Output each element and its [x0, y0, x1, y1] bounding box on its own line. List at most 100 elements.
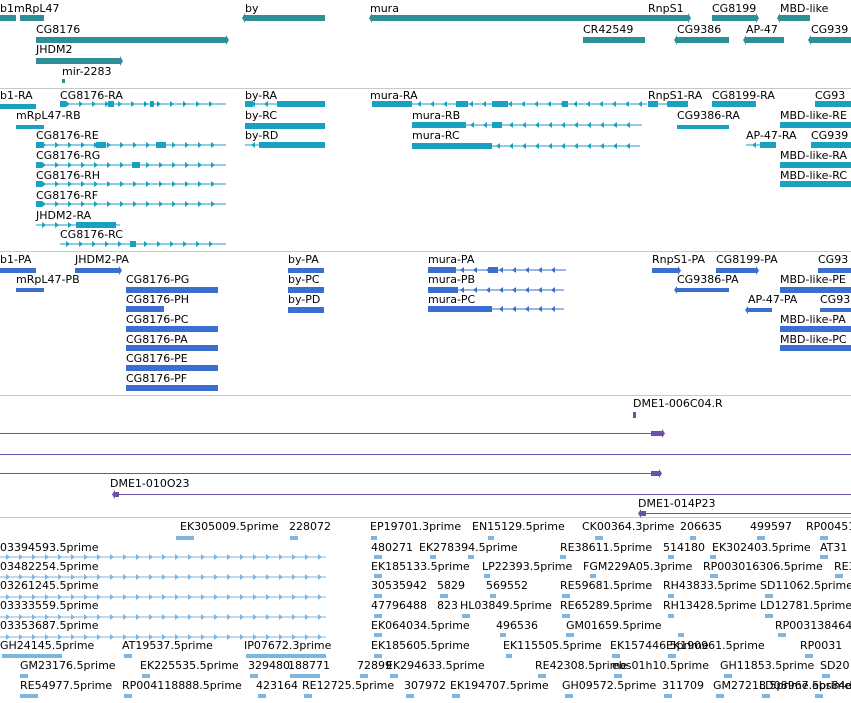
- gene-feature[interactable]: [33, 56, 123, 66]
- ests-label[interactable]: GH11853.5prime: [720, 659, 815, 672]
- proteins-label[interactable]: MBD-like-PA: [780, 313, 846, 326]
- gene-feature[interactable]: [709, 13, 759, 23]
- ests-label[interactable]: 569552: [486, 579, 528, 592]
- ests-label[interactable]: RP003138464: [775, 619, 851, 632]
- est-feature[interactable]: [0, 633, 328, 641]
- est-feature[interactable]: [778, 633, 786, 637]
- genes-label[interactable]: by: [245, 2, 259, 15]
- est-feature[interactable]: [0, 613, 328, 621]
- transcripts-label[interactable]: MBD-like-RE: [780, 109, 847, 122]
- clone-feature[interactable]: [0, 433, 652, 434]
- ests-label[interactable]: SD11062.5prime: [760, 579, 851, 592]
- ests-label[interactable]: GM27218.5prime: [713, 679, 809, 692]
- est-feature[interactable]: [374, 594, 382, 598]
- protein-feature[interactable]: [713, 266, 759, 275]
- est-feature[interactable]: [406, 694, 414, 698]
- transcripts-label[interactable]: mura-RA: [370, 89, 418, 102]
- est-feature[interactable]: [820, 536, 828, 540]
- ests-label[interactable]: LD08967.5prime: [759, 679, 851, 692]
- transcripts-label[interactable]: CG93: [815, 89, 846, 102]
- ests-label[interactable]: GM01659.5prime: [566, 619, 662, 632]
- ests-label[interactable]: EK225535.5prime: [140, 659, 239, 672]
- ests-label[interactable]: 47796488: [371, 599, 427, 612]
- est-feature[interactable]: [0, 593, 328, 601]
- transcript-feature[interactable]: [370, 100, 649, 108]
- ests-label[interactable]: RE54977.5prime: [20, 679, 113, 692]
- est-feature[interactable]: [374, 574, 382, 578]
- transcript-feature[interactable]: [34, 161, 228, 169]
- est-feature[interactable]: [820, 555, 828, 559]
- ests-label[interactable]: RP0031: [800, 639, 843, 652]
- proteins-label[interactable]: CG8176-PH: [126, 293, 190, 306]
- genes-label[interactable]: JHDM2: [36, 43, 73, 56]
- transcripts-label[interactable]: mura-RC: [412, 129, 460, 142]
- proteins-label[interactable]: CG8176-PC: [126, 313, 189, 326]
- ests-label[interactable]: 188771: [288, 659, 330, 672]
- est-feature[interactable]: [0, 553, 328, 561]
- protein-feature[interactable]: [72, 266, 122, 275]
- est-feature[interactable]: [815, 694, 823, 698]
- est-feature[interactable]: [538, 674, 546, 678]
- ests-label[interactable]: RE59681.5prime: [560, 579, 653, 592]
- ests-label[interactable]: 307972: [404, 679, 446, 692]
- ests-label[interactable]: ebs01h10.5prime: [612, 659, 709, 672]
- genes-label[interactable]: RnpS1: [648, 2, 684, 15]
- est-feature[interactable]: [757, 536, 765, 540]
- protein-feature[interactable]: [124, 384, 220, 392]
- est-feature[interactable]: [490, 594, 496, 598]
- genes-label[interactable]: AP-47: [746, 23, 778, 36]
- clones-label[interactable]: DME1-006C04.R: [633, 397, 723, 410]
- est-feature[interactable]: [124, 654, 132, 658]
- clone-feature[interactable]: [112, 490, 122, 499]
- est-feature[interactable]: [664, 694, 672, 698]
- est-feature[interactable]: [304, 694, 312, 698]
- proteins-label[interactable]: by-PC: [288, 273, 320, 286]
- est-feature[interactable]: [360, 674, 368, 678]
- transcript-feature[interactable]: [778, 121, 851, 129]
- transcripts-label[interactable]: RnpS1-RA: [648, 89, 703, 102]
- protein-feature[interactable]: [649, 266, 681, 275]
- transcript-feature[interactable]: [710, 100, 758, 108]
- protein-feature[interactable]: [426, 286, 566, 294]
- est-feature[interactable]: [835, 574, 843, 578]
- gene-feature[interactable]: [33, 35, 229, 45]
- est-feature[interactable]: [374, 633, 382, 637]
- ests-label[interactable]: LD12781.5prime: [760, 599, 851, 612]
- est-feature[interactable]: [440, 594, 448, 598]
- protein-feature[interactable]: [674, 286, 732, 294]
- proteins-label[interactable]: JHDM2-PA: [75, 253, 129, 266]
- est-feature[interactable]: [678, 633, 684, 637]
- est-feature[interactable]: [374, 654, 382, 658]
- est-feature[interactable]: [374, 614, 382, 618]
- clone-feature[interactable]: [118, 494, 851, 495]
- genes-label[interactable]: mir-2283: [62, 65, 112, 78]
- ests-label[interactable]: ebs84d: [812, 679, 851, 692]
- protein-feature[interactable]: [426, 305, 566, 313]
- ests-label[interactable]: GH09572.5prime: [562, 679, 657, 692]
- ests-label[interactable]: 5829: [437, 579, 465, 592]
- ests-label[interactable]: RH43833.5prime: [663, 579, 757, 592]
- transcripts-label[interactable]: by-RC: [245, 109, 278, 122]
- est-feature[interactable]: [566, 633, 574, 637]
- ests-label[interactable]: SD20: [820, 659, 850, 672]
- ests-label[interactable]: 329480: [248, 659, 290, 672]
- transcript-feature[interactable]: [677, 125, 729, 129]
- protein-feature[interactable]: [818, 268, 851, 273]
- est-feature[interactable]: [290, 674, 320, 678]
- transcripts-label[interactable]: mura-RB: [412, 109, 461, 122]
- proteins-label[interactable]: CG9386-PA: [677, 273, 739, 286]
- est-feature[interactable]: [716, 694, 724, 698]
- clone-marker[interactable]: [633, 412, 636, 418]
- est-feature[interactable]: [562, 594, 570, 598]
- ests-label[interactable]: CK00364.3prime: [582, 520, 675, 533]
- est-feature[interactable]: [590, 574, 596, 578]
- ests-label[interactable]: RE38611.5prime: [560, 541, 653, 554]
- protein-feature[interactable]: [124, 325, 220, 333]
- transcripts-label[interactable]: CG9386-RA: [677, 109, 740, 122]
- ests-label[interactable]: RP004514: [806, 520, 851, 533]
- gene-feature[interactable]: [645, 13, 691, 23]
- est-feature[interactable]: [258, 694, 266, 698]
- protein-feature[interactable]: [0, 268, 36, 273]
- transcript-feature[interactable]: [410, 142, 642, 150]
- ests-label[interactable]: RH13428.5prime: [663, 599, 757, 612]
